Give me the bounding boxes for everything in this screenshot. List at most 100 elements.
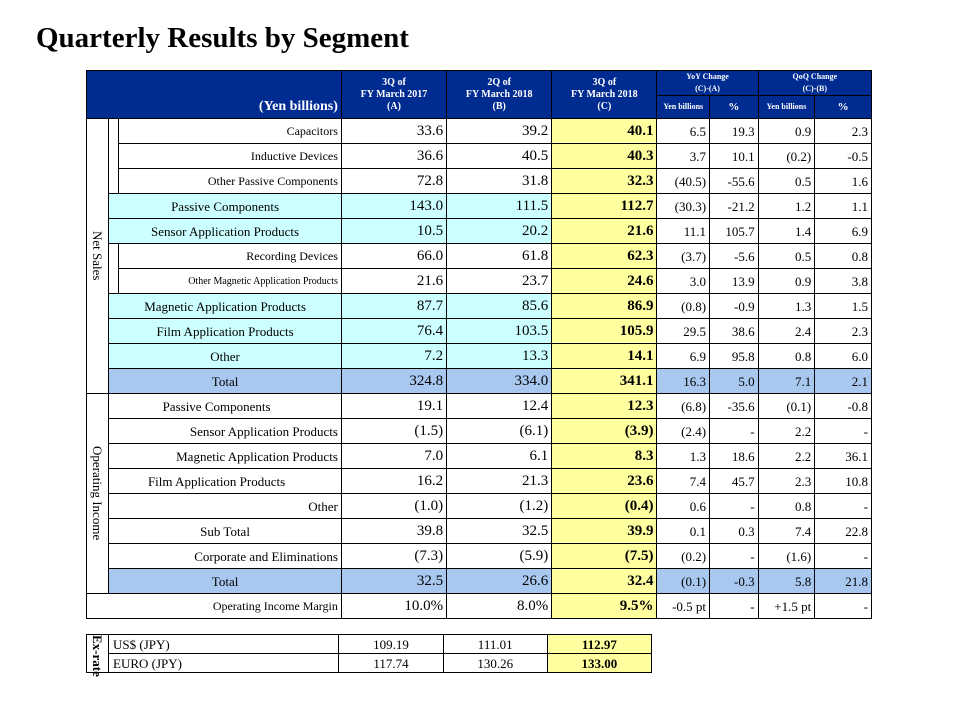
value-a: 66.0 bbox=[340, 243, 448, 269]
operating-income-section: Operating Income Passive Components 19.1 12… bbox=[85, 393, 872, 594]
value-a: 33.6 bbox=[340, 118, 448, 144]
yoy-value: (0.1) bbox=[656, 568, 711, 594]
segment-results-table: (Yen billions) 3Q of FY March 2017 (A) 2Q … bbox=[85, 70, 873, 619]
exchange-rate-label: Ex-rate bbox=[85, 634, 110, 677]
qoq-value: +1.5 pt bbox=[757, 593, 816, 619]
yoy-value: 6.9 bbox=[656, 343, 711, 369]
row-label: Sensor Application Products bbox=[108, 418, 342, 444]
value-c: 40.1 bbox=[551, 118, 658, 144]
qoq-value: (0.2) bbox=[757, 143, 816, 169]
qoq-pct-value: -0.8 bbox=[814, 393, 872, 419]
page-title: Quarterly Results by Segment bbox=[36, 22, 409, 54]
yoy-pct-value: -5.6 bbox=[709, 243, 759, 269]
yoy-pct-value: 95.8 bbox=[709, 343, 759, 369]
yoy-value: (0.2) bbox=[656, 543, 711, 569]
qoq-value: (1.6) bbox=[757, 543, 816, 569]
value-c: 112.7 bbox=[551, 193, 658, 219]
value-a: 21.6 bbox=[340, 268, 448, 294]
qoq-value: 0.5 bbox=[757, 243, 816, 269]
yoy-yen-subheader: Yen billions bbox=[656, 95, 711, 119]
value-b: 13.3 bbox=[446, 343, 553, 369]
yoy-pct-value: 0.3 bbox=[709, 518, 759, 544]
qoq-value: 0.9 bbox=[757, 118, 816, 144]
qoq-pct-value: - bbox=[814, 493, 872, 519]
operating-income-row: Sensor Application Products (1.5) (6.1) (3.… bbox=[87, 418, 872, 444]
qoq-value: 2.3 bbox=[757, 468, 816, 494]
net-sales-row: Inductive Devices 36.6 40.5 40.3 3.7 10.1 (0.2… bbox=[87, 143, 872, 169]
yoy-value: (2.4) bbox=[656, 418, 711, 444]
qoq-pct-value: 36.1 bbox=[814, 443, 872, 469]
qoq-value: 0.9 bbox=[757, 268, 816, 294]
value-a: 10.5 bbox=[340, 218, 448, 244]
rate-b: 111.01 bbox=[442, 634, 548, 654]
yoy-pct-value: -55.6 bbox=[709, 168, 759, 194]
value-b: 26.6 bbox=[446, 568, 553, 594]
qoq-pct-subheader: % bbox=[814, 95, 872, 119]
yoy-value: -0.5 pt bbox=[656, 593, 711, 619]
rate-a: 117.74 bbox=[338, 653, 444, 673]
value-c: 32.3 bbox=[551, 168, 658, 194]
row-label: Film Application Products bbox=[108, 318, 342, 344]
qoq-value: 7.1 bbox=[757, 368, 816, 394]
col-c-header: 3Q of FY March 2018 (C) bbox=[551, 70, 658, 119]
row-label: Magnetic Application Products bbox=[108, 443, 342, 469]
operating-income-row: Film Application Products 16.2 21.3 23.6 7.4… bbox=[87, 468, 872, 494]
qoq-pct-value: - bbox=[814, 418, 872, 444]
qoq-pct-value: 0.8 bbox=[814, 243, 872, 269]
net-sales-row: Net Sales Capacitors 33.6 39.2 40.1 6.5 19.3 0.… bbox=[85, 118, 872, 394]
qoq-pct-value: 1.6 bbox=[814, 168, 872, 194]
header-row-2: Yen billions % Yen billions % bbox=[87, 95, 872, 119]
yoy-value: (0.8) bbox=[656, 293, 711, 319]
row-label: Total bbox=[108, 568, 342, 594]
operating-margin-row: Operating Income Margin 10.0% 8.0% 9.5% -0.5… bbox=[86, 593, 872, 619]
row-label: Corporate and Eliminations bbox=[108, 543, 342, 569]
value-b: 111.5 bbox=[446, 193, 553, 219]
rate-c: 133.00 bbox=[546, 653, 653, 673]
yoy-pct-value: - bbox=[709, 418, 759, 444]
yoy-pct-value: -21.2 bbox=[709, 193, 759, 219]
yoy-pct-value: 5.0 bbox=[709, 368, 759, 394]
value-a: 19.1 bbox=[340, 393, 448, 419]
operating-income-row: Operating Income Passive Components 19.1 12… bbox=[85, 393, 872, 594]
value-b: (5.9) bbox=[446, 543, 553, 569]
qoq-value: 1.2 bbox=[757, 193, 816, 219]
yoy-pct-value: 19.3 bbox=[709, 118, 759, 144]
value-a: (1.5) bbox=[340, 418, 448, 444]
value-b: 103.5 bbox=[446, 318, 553, 344]
row-label: Film Application Products bbox=[108, 468, 342, 494]
yoy-pct-value: - bbox=[709, 493, 759, 519]
exchange-rate-table: Ex-rate US$ (JPY) 109.19 111.01 112.97 EURO (… bbox=[85, 634, 653, 677]
operating-income-row: Sub Total 39.8 32.5 39.9 0.1 0.3 7.4 22.8 bbox=[87, 518, 872, 544]
yoy-value: (3.7) bbox=[656, 243, 711, 269]
qoq-yen-subheader: Yen billions bbox=[757, 95, 816, 119]
yoy-value: 1.3 bbox=[656, 443, 711, 469]
value-b: 85.6 bbox=[446, 293, 553, 319]
yoy-pct-value: 13.9 bbox=[709, 268, 759, 294]
yoy-pct-value: 38.6 bbox=[709, 318, 759, 344]
exchange-rate-row: Ex-rate US$ (JPY) 109.19 111.01 112.97 bbox=[85, 634, 653, 677]
value-a: 87.7 bbox=[340, 293, 448, 319]
operating-income-row: Corporate and Eliminations (7.3) (5.9) (7.5… bbox=[87, 543, 872, 569]
qoq-pct-value: - bbox=[814, 593, 872, 619]
row-label: Total bbox=[108, 368, 342, 394]
row-label: Other bbox=[108, 493, 342, 519]
yoy-pct-value: - bbox=[709, 593, 759, 619]
yoy-value: (6.8) bbox=[656, 393, 711, 419]
net-sales-row: Film Application Products 76.4 103.5 105.9 2… bbox=[87, 318, 872, 344]
row-label: Operating Income Margin bbox=[86, 593, 342, 619]
value-c: 341.1 bbox=[551, 368, 658, 394]
qoq-value: 7.4 bbox=[757, 518, 816, 544]
rate-b: 130.26 bbox=[442, 653, 548, 673]
value-b: 12.4 bbox=[446, 393, 553, 419]
value-a: 72.8 bbox=[340, 168, 448, 194]
col-b-header: 2Q of FY March 2018 (B) bbox=[446, 70, 553, 119]
value-c: 40.3 bbox=[551, 143, 658, 169]
yoy-pct-value: 105.7 bbox=[709, 218, 759, 244]
qoq-value: 2.2 bbox=[757, 418, 816, 444]
value-c: 39.9 bbox=[551, 518, 658, 544]
value-c: 105.9 bbox=[551, 318, 658, 344]
row-label: Passive Components bbox=[108, 193, 342, 219]
value-a: 16.2 bbox=[340, 468, 448, 494]
value-c: (7.5) bbox=[551, 543, 658, 569]
value-b: 334.0 bbox=[446, 368, 553, 394]
